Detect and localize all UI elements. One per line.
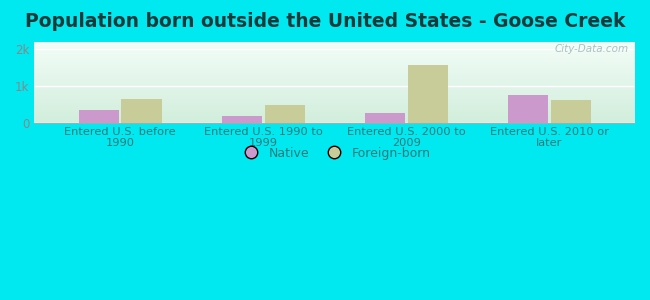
Bar [34, 80, 635, 81]
Bar [34, 112, 635, 113]
Bar [34, 75, 635, 76]
Bar [34, 117, 635, 118]
Bar [34, 55, 635, 56]
Bar [34, 53, 635, 54]
Bar [34, 102, 635, 103]
Bar [34, 86, 635, 87]
Bar [34, 122, 635, 123]
Bar [34, 61, 635, 62]
Bar [34, 56, 635, 57]
Bar [34, 108, 635, 109]
Bar [34, 48, 635, 49]
Bar [34, 70, 635, 71]
Bar [34, 77, 635, 78]
Bar [34, 115, 635, 116]
Bar [34, 110, 635, 111]
Bar [34, 46, 635, 47]
Bar [34, 72, 635, 73]
Bar [34, 52, 635, 53]
Bar [508, 95, 548, 123]
Bar [34, 97, 635, 98]
Bar [34, 93, 635, 94]
Bar [34, 106, 635, 107]
Bar [34, 60, 635, 61]
Bar [34, 96, 635, 97]
Bar [34, 61, 635, 62]
Bar [34, 54, 635, 55]
Bar [34, 50, 635, 51]
Bar [34, 119, 635, 120]
Bar [34, 85, 635, 86]
Bar [34, 57, 635, 58]
Legend: Native, Foreign-born: Native, Foreign-born [233, 142, 436, 165]
Bar [34, 101, 635, 102]
Bar [222, 116, 262, 123]
Bar [34, 64, 635, 65]
Bar [34, 103, 635, 104]
Bar [34, 76, 635, 77]
Bar [34, 89, 635, 90]
Bar [34, 82, 635, 83]
Bar [34, 78, 635, 79]
Bar [34, 121, 635, 122]
Bar [34, 118, 635, 119]
Bar [34, 84, 635, 85]
Bar [34, 42, 635, 43]
Bar [34, 111, 635, 112]
Bar [265, 105, 305, 123]
Bar [34, 88, 635, 89]
Bar [34, 47, 635, 48]
Bar [551, 100, 591, 123]
Bar [34, 67, 635, 68]
Bar [34, 65, 635, 66]
Bar [365, 113, 405, 123]
Bar [34, 45, 635, 46]
Bar [34, 81, 635, 82]
Bar [34, 63, 635, 64]
Bar [34, 69, 635, 70]
Bar [34, 120, 635, 121]
Bar [34, 71, 635, 72]
Bar [34, 113, 635, 114]
Bar [34, 99, 635, 100]
Bar [34, 94, 635, 95]
Bar [34, 49, 635, 50]
Bar [122, 99, 162, 123]
Bar [34, 59, 635, 60]
Bar [34, 66, 635, 67]
Text: City-Data.com: City-Data.com [555, 44, 629, 54]
Bar [34, 116, 635, 117]
Bar [34, 100, 635, 101]
Bar [34, 51, 635, 52]
Bar [34, 105, 635, 106]
Bar [34, 91, 635, 92]
Bar [34, 92, 635, 93]
Bar [34, 87, 635, 88]
Bar [34, 62, 635, 63]
Bar [34, 44, 635, 45]
Bar [34, 74, 635, 75]
Bar [34, 83, 635, 84]
Bar [79, 110, 119, 123]
Bar [34, 98, 635, 99]
Bar [408, 65, 448, 123]
Bar [34, 107, 635, 108]
Bar [34, 68, 635, 69]
Bar [34, 90, 635, 91]
Bar [34, 58, 635, 59]
Bar [34, 114, 635, 115]
Bar [34, 95, 635, 96]
Text: Population born outside the United States - Goose Creek: Population born outside the United State… [25, 12, 625, 31]
Bar [34, 79, 635, 80]
Bar [34, 73, 635, 74]
Bar [34, 109, 635, 110]
Bar [34, 104, 635, 105]
